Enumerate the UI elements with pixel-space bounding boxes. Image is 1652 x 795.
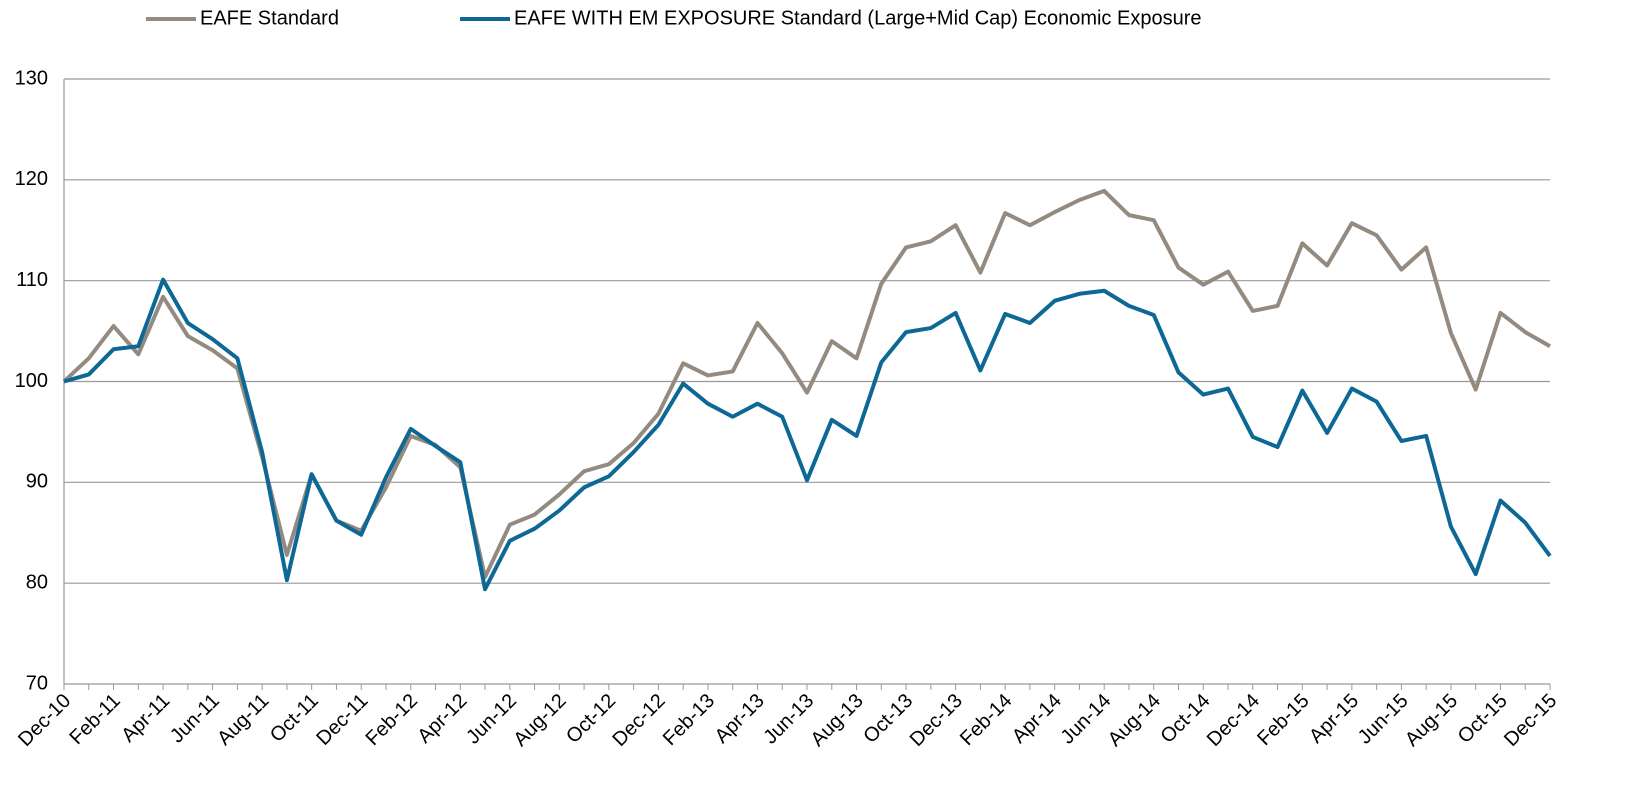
x-tick-label: Dec-12 — [609, 690, 670, 751]
x-tick-label: Feb-11 — [65, 690, 124, 749]
y-tick-label: 120 — [15, 168, 48, 190]
legend-label: EAFE WITH EM EXPOSURE Standard (Large+Mi… — [514, 7, 1201, 29]
x-tick-label: Apr-11 — [117, 690, 174, 747]
x-tick-label: Aug-12 — [509, 690, 570, 751]
x-tick-label: Apr-13 — [711, 690, 769, 748]
x-tick-label: Apr-12 — [414, 690, 472, 748]
x-tick-label: Aug-14 — [1104, 690, 1165, 751]
x-tick-label: Jun-13 — [759, 690, 818, 749]
x-tick-label: Feb-13 — [659, 690, 719, 750]
x-tick-label: Feb-15 — [1253, 690, 1313, 750]
x-tick-label: Aug-13 — [807, 690, 868, 751]
x-tick-label: Dec-13 — [906, 690, 967, 751]
x-tick-label: Apr-15 — [1305, 690, 1363, 748]
x-tick-label: Feb-14 — [956, 690, 1016, 750]
series-line — [62, 188, 1551, 580]
x-tick-label: Aug-11 — [213, 690, 273, 750]
x-tick-label: Oct-11 — [266, 690, 323, 747]
y-tick-label: 80 — [26, 571, 48, 593]
y-tick-label: 110 — [16, 269, 48, 291]
x-tick-label: Dec-15 — [1500, 690, 1561, 751]
x-tick-label: Dec-10 — [14, 690, 75, 751]
x-tick-label: Jun-15 — [1354, 690, 1413, 749]
x-tick-label: Apr-14 — [1008, 690, 1066, 748]
y-tick-label: 130 — [15, 67, 48, 89]
x-tick-label: Feb-12 — [362, 690, 422, 750]
x-tick-label: Dec-11 — [312, 690, 372, 750]
y-tick-label: 100 — [15, 370, 48, 392]
x-tick-label: Dec-14 — [1203, 690, 1264, 751]
y-tick-label: 70 — [26, 672, 48, 694]
series-line — [63, 277, 1552, 592]
x-tick-label: Jun-12 — [462, 690, 521, 749]
y-tick-label: 90 — [26, 471, 48, 493]
x-tick-label: Aug-15 — [1401, 690, 1462, 751]
x-tick-label: Jun-14 — [1057, 690, 1116, 749]
legend-label: EAFE Standard — [200, 7, 339, 29]
x-tick-label: Jun-11 — [166, 690, 224, 748]
